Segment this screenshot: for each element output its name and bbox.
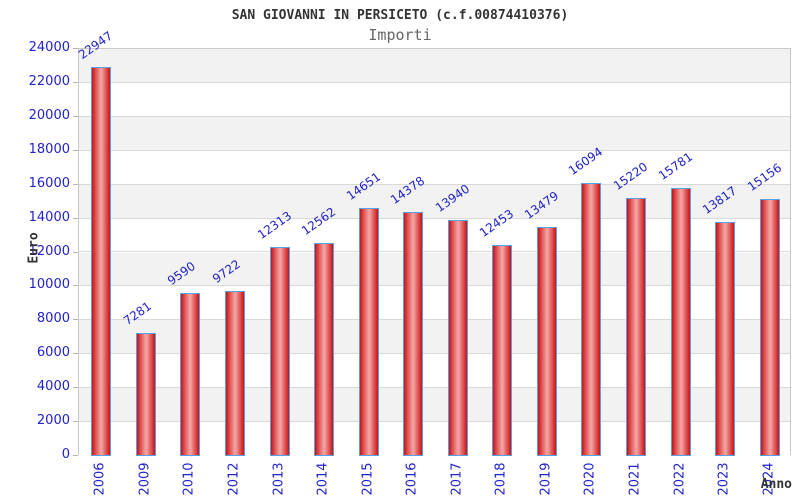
y-tick-mark	[73, 353, 78, 355]
y-tick-mark	[73, 285, 78, 287]
y-tick-label: 2000	[36, 413, 70, 429]
bar	[358, 207, 379, 456]
y-tick-mark	[73, 183, 78, 185]
y-axis-title: Euro	[26, 232, 42, 264]
x-tick-label: 2017	[449, 462, 465, 496]
y-tick-mark	[73, 387, 78, 389]
y-tick-mark	[73, 149, 78, 151]
bar	[269, 247, 290, 456]
bar	[91, 66, 112, 456]
x-tick-label: 2022	[672, 462, 688, 496]
grid-band	[79, 82, 790, 117]
bar	[626, 197, 647, 456]
y-tick-label: 12000	[28, 243, 70, 259]
bar	[180, 293, 201, 456]
y-tick-label: 18000	[28, 141, 70, 157]
x-tick-label: 2016	[404, 462, 420, 496]
y-tick-mark	[73, 319, 78, 321]
x-tick-label: 2009	[137, 462, 153, 496]
grid-band	[79, 116, 790, 151]
chart-subtitle: Importi	[368, 26, 432, 44]
x-tick-label: 2021	[627, 462, 643, 496]
y-tick-mark	[73, 48, 78, 49]
y-tick-mark	[73, 421, 78, 423]
y-tick-label: 4000	[36, 379, 70, 395]
y-tick-label: 16000	[28, 175, 70, 191]
plot-area	[78, 48, 791, 456]
bar	[581, 183, 602, 456]
grid-band	[79, 49, 790, 83]
x-tick-label: 2023	[716, 462, 732, 496]
y-tick-mark	[73, 217, 78, 219]
x-tick-label: 2010	[181, 462, 197, 496]
y-tick-mark	[73, 81, 78, 83]
bar	[224, 291, 245, 456]
y-tick-label: 0	[61, 447, 70, 462]
y-tick-mark	[73, 251, 78, 253]
bar	[759, 198, 780, 456]
bar	[536, 227, 557, 456]
bar	[492, 244, 513, 456]
x-tick-label: 2020	[582, 462, 598, 496]
bar	[670, 188, 691, 456]
x-axis-title: Anno	[760, 477, 792, 492]
bar	[715, 221, 736, 456]
y-tick-label: 6000	[36, 345, 70, 361]
y-tick-mark	[73, 115, 78, 117]
y-tick-label: 10000	[28, 277, 70, 293]
y-tick-label: 14000	[28, 209, 70, 225]
x-tick-label: 2015	[360, 462, 376, 496]
bar	[314, 242, 335, 456]
bar	[403, 212, 424, 456]
x-tick-label: 2018	[493, 462, 509, 496]
y-tick-label: 20000	[28, 107, 70, 123]
bar	[135, 332, 156, 456]
y-tick-label: 8000	[36, 311, 70, 327]
y-tick-mark	[73, 455, 78, 456]
x-tick-label: 2014	[315, 462, 331, 496]
y-tick-label: 22000	[28, 73, 70, 89]
x-tick-label: 2006	[92, 462, 108, 496]
chart-title: SAN GIOVANNI IN PERSICETO (c.f.008744103…	[231, 8, 569, 23]
bar	[447, 219, 468, 456]
x-tick-label: 2013	[271, 462, 287, 496]
grid-band	[79, 150, 790, 185]
x-tick-label: 2019	[538, 462, 554, 496]
x-tick-label: 2012	[226, 462, 242, 496]
y-tick-label: 24000	[28, 40, 70, 55]
